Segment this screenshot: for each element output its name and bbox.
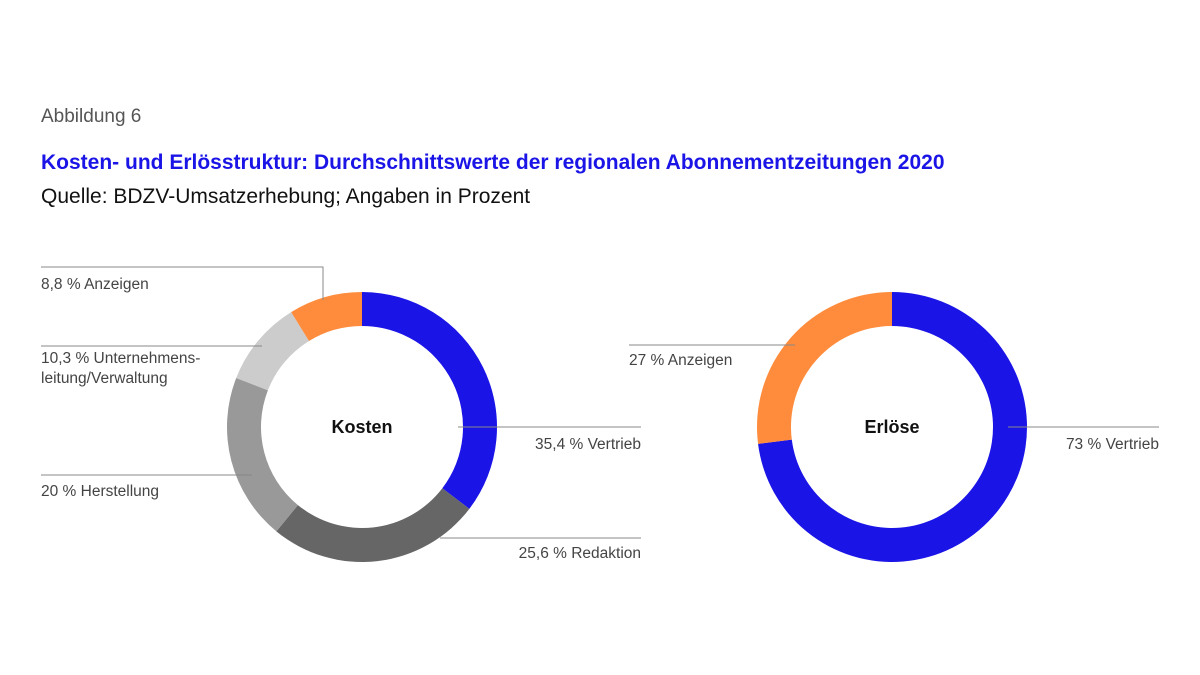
- slice-0-4: [291, 292, 362, 342]
- figure-number: Abbildung 6: [41, 106, 142, 127]
- center-label-0: Kosten: [331, 417, 392, 437]
- slice-label-0-4: 8,8 % Anzeigen: [41, 276, 149, 293]
- slice-label-0-0: 35,4 % Vertrieb: [535, 436, 641, 453]
- slice-0-1: [276, 488, 470, 562]
- chart-source: Quelle: BDZV-Umsatzerhebung; Angaben in …: [41, 185, 531, 208]
- slice-label-0-1: 25,6 % Redaktion: [519, 545, 641, 562]
- slice-label-0-2: 20 % Herstellung: [41, 483, 159, 500]
- leader-line-0-4: [41, 266, 324, 300]
- slice-1-1: [757, 292, 892, 444]
- slice-0-0: [362, 292, 497, 509]
- center-label-1: Erlöse: [864, 417, 919, 437]
- slice-0-2: [227, 377, 298, 532]
- slice-label-0-3: 10,3 % Unternehmens-leitung/Verwaltung: [41, 350, 200, 387]
- slice-label-1-1: 27 % Anzeigen: [629, 352, 732, 369]
- chart-title: Kosten- und Erlösstruktur: Durchschnitts…: [41, 151, 945, 174]
- slice-label-1-0: 73 % Vertrieb: [1066, 436, 1159, 453]
- slice-0-3: [236, 312, 310, 391]
